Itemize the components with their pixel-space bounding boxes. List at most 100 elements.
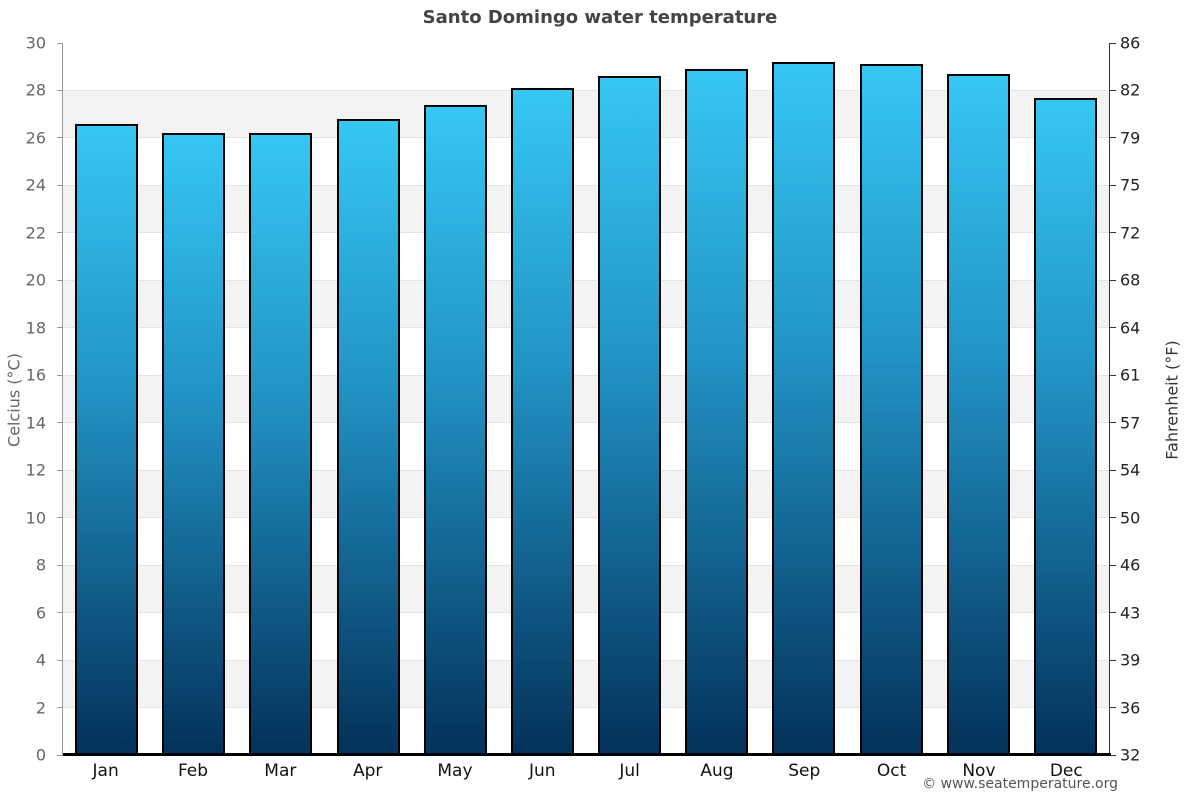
fahrenheit-tick-mark <box>1109 184 1116 186</box>
fahrenheit-tick-label: 32 <box>1120 745 1141 765</box>
month-label-feb: Feb <box>177 761 209 781</box>
background-band <box>63 470 1109 518</box>
celsius-tick-mark <box>57 184 63 186</box>
fahrenheit-tick-label: 50 <box>1120 508 1141 528</box>
bar-cell-feb <box>150 43 237 755</box>
celsius-axis-labels: 0 2 4 6 8 10 12 14 16 18 20 22 24 26 28 30 <box>0 34 54 765</box>
celsius-tick-label: 8 <box>35 555 46 575</box>
plot-area <box>57 42 1116 756</box>
temperature-bar-feb <box>162 133 226 755</box>
gridline <box>63 422 1109 424</box>
fahrenheit-tick-label: 46 <box>1120 555 1141 575</box>
celsius-tick-label: 12 <box>25 460 46 480</box>
bar-cell-nov <box>935 43 1022 755</box>
celsius-tick-label: 14 <box>25 413 46 433</box>
fahrenheit-tick-mark <box>1109 374 1116 376</box>
celsius-tick-mark <box>57 707 63 709</box>
copyright-text: © www.seatemperature.org <box>922 776 1118 792</box>
celsius-tick-label: 20 <box>25 270 46 290</box>
bar-cell-mar <box>237 43 324 755</box>
celsius-tick-label: 28 <box>25 80 46 100</box>
fahrenheit-tick-mark <box>1109 232 1116 234</box>
background-band <box>63 565 1109 613</box>
celsius-tick-label: 18 <box>25 318 46 338</box>
fahrenheit-tick-label: 72 <box>1120 223 1141 243</box>
month-label-jul: Jul <box>619 761 640 781</box>
temperature-bar-oct <box>859 64 923 755</box>
fahrenheit-axis-labels: 32 36 39 43 46 50 54 57 61 64 68 72 75 79 82 86 <box>1120 34 1180 765</box>
bar-cell-sep <box>760 43 847 755</box>
background-band <box>63 185 1109 233</box>
gridline <box>63 279 1109 281</box>
gridline <box>63 564 1109 566</box>
gridline <box>63 612 1109 614</box>
celsius-tick-mark <box>57 659 63 661</box>
fahrenheit-tick-mark <box>1109 517 1116 519</box>
celsius-tick-mark <box>57 232 63 234</box>
fahrenheit-tick-mark <box>1109 754 1116 756</box>
fahrenheit-tick-label: 86 <box>1120 33 1141 53</box>
fahrenheit-tick-mark <box>1109 564 1116 566</box>
temperature-bar-jul <box>598 76 662 755</box>
bar-cell-jan <box>63 43 150 755</box>
fahrenheit-tick-label: 36 <box>1120 698 1141 718</box>
celsius-tick-mark <box>57 374 63 376</box>
temperature-bar-dec <box>1033 97 1097 755</box>
celsius-tick-label: 4 <box>35 650 46 670</box>
background-band <box>63 375 1109 423</box>
month-label-nov: Nov <box>962 761 996 781</box>
month-label-oct: Oct <box>876 761 907 781</box>
fahrenheit-tick-mark <box>1109 42 1116 44</box>
fahrenheit-tick-label: 39 <box>1120 650 1141 670</box>
month-label-aug: Aug <box>700 761 734 781</box>
temperature-bar-apr <box>336 118 400 755</box>
bar-cell-jul <box>586 43 673 755</box>
fahrenheit-tick-label: 68 <box>1120 270 1141 290</box>
celsius-tick-mark <box>57 517 63 519</box>
celsius-tick-label: 22 <box>25 223 46 243</box>
gridline <box>63 327 1109 329</box>
month-label-may: May <box>437 761 473 781</box>
fahrenheit-tick-mark <box>1109 279 1116 281</box>
fahrenheit-tick-label: 82 <box>1120 80 1141 100</box>
bar-cell-aug <box>673 43 760 755</box>
celsius-tick-mark <box>57 422 63 424</box>
gridline <box>63 707 1109 709</box>
x-axis-baseline <box>63 753 1111 756</box>
fahrenheit-tick-label: 75 <box>1120 175 1141 195</box>
fahrenheit-tick-mark <box>1109 659 1116 661</box>
celsius-tick-mark <box>57 327 63 329</box>
fahrenheit-tick-mark <box>1109 707 1116 709</box>
month-label-jun: Jun <box>529 761 556 781</box>
celsius-tick-label: 24 <box>25 175 46 195</box>
month-label-sep: Sep <box>788 761 821 781</box>
celsius-tick-label: 26 <box>25 128 46 148</box>
fahrenheit-tick-label: 61 <box>1120 365 1141 385</box>
celsius-tick-label: 2 <box>35 698 46 718</box>
gridline <box>63 517 1109 519</box>
bar-cell-jun <box>499 43 586 755</box>
temperature-bar-jan <box>75 123 139 755</box>
temperature-bar-aug <box>685 69 749 755</box>
fahrenheit-tick-mark <box>1109 422 1116 424</box>
celsius-tick-mark <box>57 754 63 756</box>
gridline <box>63 659 1109 661</box>
celsius-tick-label: 30 <box>25 33 46 53</box>
fahrenheit-tick-mark <box>1109 89 1116 91</box>
fahrenheit-tick-label: 54 <box>1120 460 1141 480</box>
fahrenheit-tick-mark <box>1109 469 1116 471</box>
bar-series <box>63 43 1109 755</box>
celsius-tick-mark <box>57 279 63 281</box>
celsius-tick-mark <box>57 42 63 44</box>
celsius-tick-label: 10 <box>25 508 46 528</box>
gridline <box>63 374 1109 376</box>
celsius-tick-mark <box>57 469 63 471</box>
celsius-tick-label: 6 <box>35 603 46 623</box>
gridline <box>63 232 1109 234</box>
gridline <box>63 184 1109 186</box>
temperature-bar-mar <box>249 133 313 755</box>
temperature-bar-may <box>423 104 487 755</box>
chart-title: Santo Domingo water temperature <box>422 7 778 28</box>
celsius-tick-mark <box>57 612 63 614</box>
